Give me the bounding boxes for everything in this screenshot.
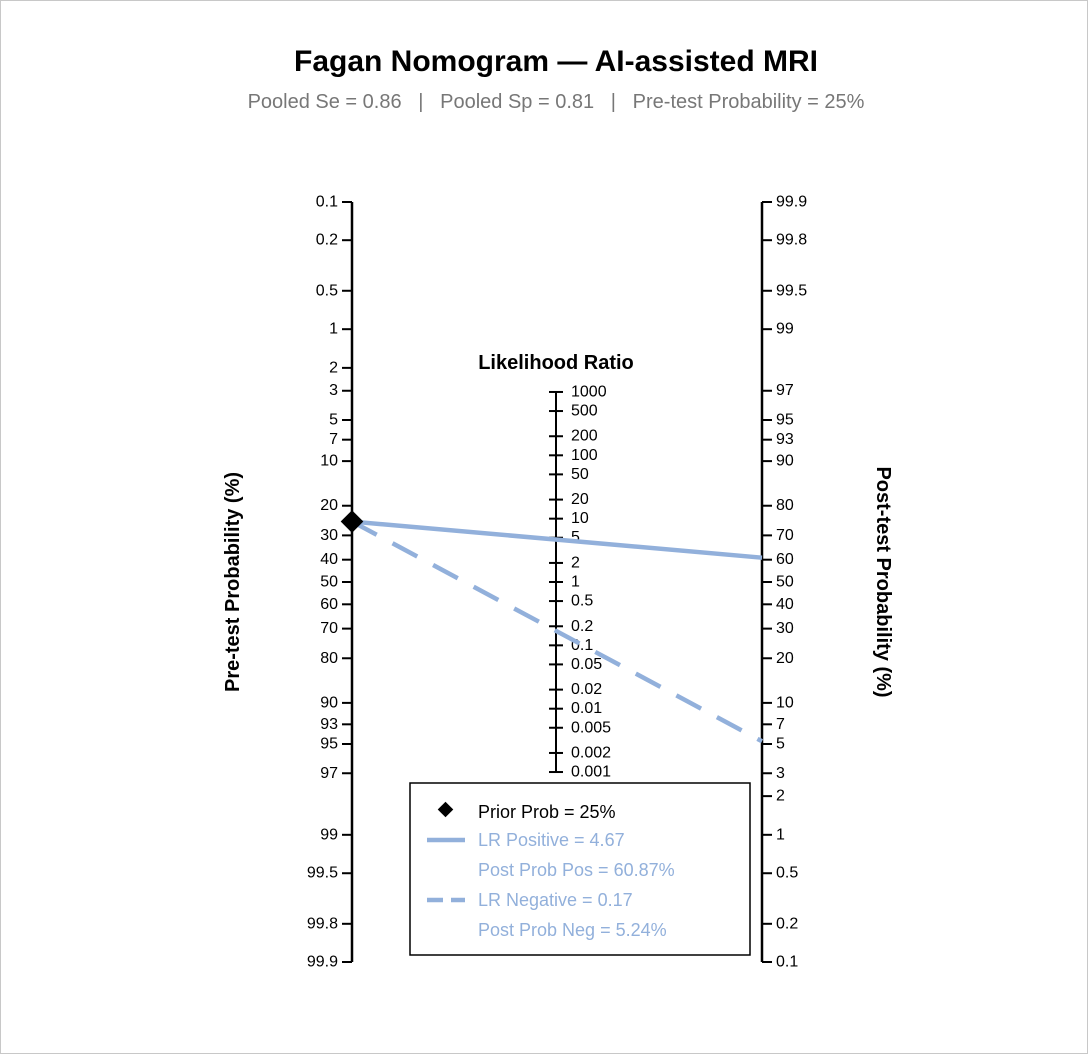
middle-axis-tick-label: 0.001 xyxy=(571,764,611,781)
right-axis-tick-label: 60 xyxy=(776,551,794,568)
left-axis-tick-label: 80 xyxy=(320,650,338,667)
right-axis-tick-label: 97 xyxy=(776,382,794,399)
middle-axis-tick-label: 10 xyxy=(571,510,589,527)
right-axis-tick-label: 40 xyxy=(776,596,794,613)
left-axis-tick-label: 0.5 xyxy=(316,282,338,299)
left-axis-tick-label: 99.5 xyxy=(307,865,338,882)
left-axis-tick-label: 50 xyxy=(320,574,338,591)
right-axis-tick-label: 99.8 xyxy=(776,232,807,249)
middle-axis-tick-label: 0.01 xyxy=(571,700,602,717)
left-axis-tick-label: 70 xyxy=(320,620,338,637)
right-axis-tick-label: 0.1 xyxy=(776,954,798,971)
right-axis-tick-label: 95 xyxy=(776,412,794,429)
right-axis-title: Post-test Probability (%) xyxy=(872,466,894,697)
right-axis-tick-label: 10 xyxy=(776,694,794,711)
left-axis-tick-label: 10 xyxy=(320,453,338,470)
left-axis-tick-label: 20 xyxy=(320,497,338,514)
middle-axis-title: Likelihood Ratio xyxy=(478,352,634,374)
left-axis-tick-label: 93 xyxy=(320,716,338,733)
right-axis-tick-label: 99 xyxy=(776,321,794,338)
right-axis-tick-label: 7 xyxy=(776,716,785,733)
legend-post-prob-pos-label: Post Prob Pos = 60.87% xyxy=(478,860,675,880)
right-axis-tick-label: 93 xyxy=(776,431,794,448)
left-axis-tick-label: 99 xyxy=(320,826,338,843)
left-axis-tick-label: 90 xyxy=(320,694,338,711)
middle-axis-tick-label: 0.02 xyxy=(571,681,602,698)
lr-negative-line xyxy=(350,519,764,744)
right-axis-tick-label: 0.5 xyxy=(776,865,798,882)
left-axis-tick-label: 95 xyxy=(320,735,338,752)
left-axis-tick-label: 0.1 xyxy=(316,194,338,211)
legend-lr-negative-label: LR Negative = 0.17 xyxy=(478,890,633,910)
right-axis-tick-label: 0.2 xyxy=(776,915,798,932)
left-axis-tick-label: 97 xyxy=(320,765,338,782)
middle-axis-tick-label: 50 xyxy=(571,466,589,483)
lr-positive-line xyxy=(351,519,763,560)
legend-prior-label: Prior Prob = 25% xyxy=(478,802,616,822)
middle-axis-tick-label: 1000 xyxy=(571,383,607,400)
left-axis-tick-label: 40 xyxy=(320,551,338,568)
legend-box xyxy=(409,782,751,956)
left-axis-tick-label: 1 xyxy=(329,321,338,338)
middle-axis-tick-label: 0.2 xyxy=(571,618,593,635)
left-axis-tick-label: 7 xyxy=(329,431,338,448)
right-axis-tick-label: 50 xyxy=(776,574,794,591)
middle-axis-ticks: 10005002001005020105210.50.20.10.050.020… xyxy=(549,383,611,781)
right-axis-tick-label: 3 xyxy=(776,765,785,782)
middle-axis-tick-label: 0.05 xyxy=(571,656,602,673)
right-axis-ticks: 99.9 99.8 99.5 99 97 95 93 90 80 70 60 50 40 30 20 10 7 5… xyxy=(762,194,807,971)
legend-post-prob-neg-label: Post Prob Neg = 5.24% xyxy=(478,920,667,940)
middle-axis-tick-label: 20 xyxy=(571,491,589,508)
middle-axis-tick-label: 0.005 xyxy=(571,719,611,736)
middle-axis-tick-label: 1 xyxy=(571,574,580,591)
middle-axis-tick-label: 2 xyxy=(571,554,580,571)
right-axis-tick-label: 90 xyxy=(776,453,794,470)
left-axis-tick-label: 60 xyxy=(320,596,338,613)
left-axis-tick-label: 0.2 xyxy=(316,232,338,249)
middle-axis-tick-label: 200 xyxy=(571,428,598,445)
middle-axis-tick-label: 0.002 xyxy=(571,744,611,761)
middle-axis-tick-label: 0.5 xyxy=(571,593,593,610)
left-axis-tick-label: 5 xyxy=(329,412,338,429)
right-axis-tick-label: 20 xyxy=(776,650,794,667)
middle-axis-tick-label: 5 xyxy=(571,529,580,546)
left-axis-tick-label: 99.8 xyxy=(307,915,338,932)
left-axis-tick-label: 3 xyxy=(329,382,338,399)
right-axis-tick-label: 5 xyxy=(776,735,785,752)
left-axis-tick-label: 99.9 xyxy=(307,954,338,971)
middle-axis-tick-label: 500 xyxy=(571,403,598,420)
prior-probability-marker xyxy=(340,510,364,533)
left-axis-tick-label: 2 xyxy=(329,359,338,376)
right-axis-tick-label: 1 xyxy=(776,826,785,843)
legend: Prior Prob = 25% LR Positive = 4.67 Post… xyxy=(409,782,751,956)
right-axis-tick-label: 30 xyxy=(776,620,794,637)
right-axis-tick-label: 99.5 xyxy=(776,282,807,299)
left-axis-title: Pre-test Probability (%) xyxy=(222,472,244,692)
right-axis-tick-label: 99.9 xyxy=(776,194,807,211)
right-axis-tick-label: 2 xyxy=(776,788,785,805)
chart-title: Fagan Nomogram — AI-assisted MRI xyxy=(294,45,818,78)
left-axis-ticks: 0.1 0.2 0.5 1 2 3 5 7 10 20 30 40 50 60 70 80 90 93 95 97 99… xyxy=(307,194,352,971)
right-axis-tick-label: 80 xyxy=(776,497,794,514)
chart-subtitle: Pooled Se = 0.86 | Pooled Sp = 0.81 | Pr… xyxy=(248,91,865,113)
legend-lr-positive-label: LR Positive = 4.67 xyxy=(478,830,625,850)
middle-axis-tick-label: 100 xyxy=(571,447,598,464)
right-axis-tick-label: 70 xyxy=(776,527,794,544)
left-axis-tick-label: 30 xyxy=(320,527,338,544)
